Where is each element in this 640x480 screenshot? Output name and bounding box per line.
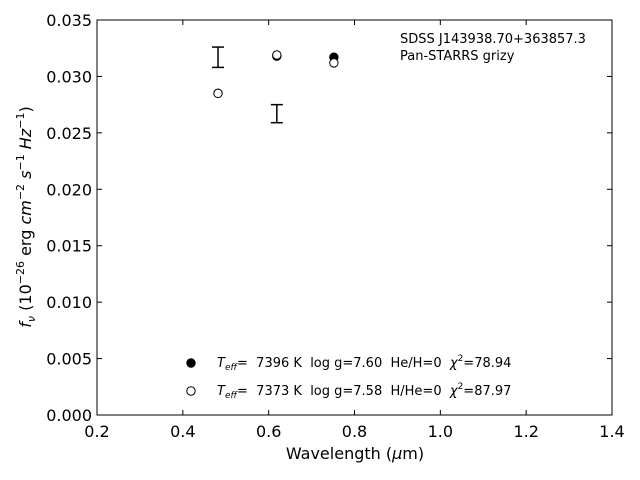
observed-errorbar [270,103,283,124]
x-tick-label: 0.6 [256,422,281,441]
y-tick-label: 0.020 [46,180,92,199]
y-axis-ticks: 0.000 0.005 0.010 0.015 0.020 0.025 0.030 0.035 [46,11,612,425]
x-axis-ticks: 0.2 0.4 0.6 0.8 1.0 1.2 1.4 [84,20,625,441]
model-point-open [213,88,223,99]
y-tick-label: 0.030 [46,67,92,86]
x-axis-label: Wavelength (μm) [286,444,424,463]
y-axis-label: fν (10−26 erg cm−2 s−1 Hz−1) [14,106,38,327]
y-tick-label: 0.010 [46,293,92,312]
x-tick-label: 0.2 [84,422,109,441]
y-tick-label: 0.000 [46,406,92,425]
y-tick-label: 0.035 [46,11,92,30]
y-tick-label: 0.025 [46,124,92,143]
x-tick-label: 0.4 [170,422,195,441]
y-tick-label: 0.005 [46,350,92,369]
legend-marker-open [186,386,196,396]
annotation-line2: Pan-STARRS grizy [400,49,515,64]
legend-marker-filled [186,358,196,368]
observed-errorbars [212,46,283,124]
legend-entry-1: Teff= 7396 K log g=7.60 He/H=0 χ2=78.94 [217,354,511,373]
x-tick-label: 1.4 [599,422,624,441]
legend-entry-2: Teff= 7373 K log g=7.58 H/He=0 χ2=87.97 [217,382,511,401]
x-tick-label: 0.8 [342,422,367,441]
x-tick-label: 1.2 [513,422,538,441]
model-point-open [272,50,282,60]
x-tick-label: 1.0 [428,422,453,441]
model-point-open [329,58,339,68]
annotation-line1: SDSS J143938.70+363857.3 [400,32,586,47]
observed-errorbar [212,46,225,69]
y-tick-label: 0.015 [46,237,92,256]
model-points [213,50,339,99]
legend: Teff= 7396 K log g=7.60 He/H=0 χ2=78.94 … [186,354,511,401]
